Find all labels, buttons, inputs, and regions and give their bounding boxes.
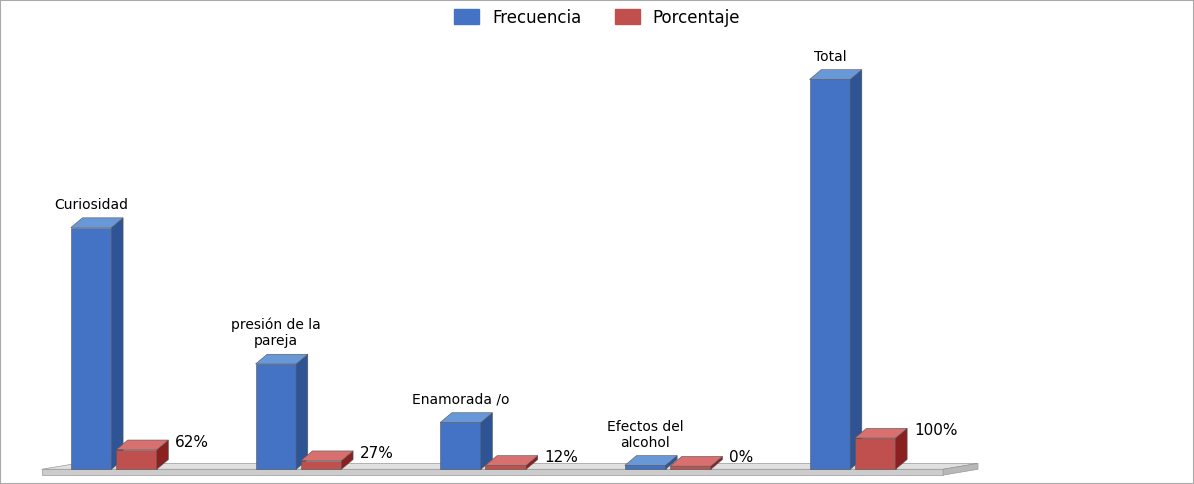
- Polygon shape: [943, 463, 978, 475]
- Text: 12%: 12%: [544, 450, 579, 465]
- Polygon shape: [486, 455, 537, 465]
- Legend: Frecuencia, Porcentaje: Frecuencia, Porcentaje: [447, 2, 747, 33]
- Text: 0%: 0%: [730, 450, 753, 465]
- Polygon shape: [341, 451, 353, 469]
- Polygon shape: [855, 428, 907, 438]
- Polygon shape: [624, 465, 665, 469]
- Polygon shape: [256, 354, 308, 364]
- Polygon shape: [116, 450, 156, 469]
- Polygon shape: [481, 413, 492, 469]
- Polygon shape: [42, 469, 943, 475]
- Polygon shape: [896, 428, 907, 469]
- Polygon shape: [42, 463, 978, 469]
- Polygon shape: [441, 413, 492, 423]
- Polygon shape: [441, 423, 481, 469]
- Text: 62%: 62%: [176, 435, 209, 450]
- Polygon shape: [855, 438, 896, 469]
- Polygon shape: [301, 451, 353, 461]
- Text: 100%: 100%: [915, 423, 958, 438]
- Polygon shape: [850, 70, 862, 469]
- Polygon shape: [665, 455, 677, 469]
- Text: Efectos del
alcohol: Efectos del alcohol: [607, 420, 683, 450]
- Polygon shape: [624, 455, 677, 465]
- Text: presión de la
pareja: presión de la pareja: [230, 318, 321, 348]
- Polygon shape: [256, 364, 296, 469]
- Polygon shape: [810, 70, 862, 79]
- Polygon shape: [710, 456, 722, 469]
- Polygon shape: [70, 218, 123, 227]
- Polygon shape: [670, 466, 710, 469]
- Polygon shape: [116, 440, 168, 450]
- Polygon shape: [301, 461, 341, 469]
- Polygon shape: [670, 456, 722, 466]
- Polygon shape: [527, 455, 537, 469]
- Polygon shape: [296, 354, 308, 469]
- Polygon shape: [486, 465, 527, 469]
- Text: Enamorada /o: Enamorada /o: [412, 393, 510, 407]
- Polygon shape: [111, 218, 123, 469]
- Text: Curiosidad: Curiosidad: [54, 198, 128, 212]
- Text: Total: Total: [813, 50, 847, 64]
- Polygon shape: [810, 79, 850, 469]
- Text: 27%: 27%: [361, 446, 394, 461]
- Polygon shape: [70, 227, 111, 469]
- Polygon shape: [156, 440, 168, 469]
